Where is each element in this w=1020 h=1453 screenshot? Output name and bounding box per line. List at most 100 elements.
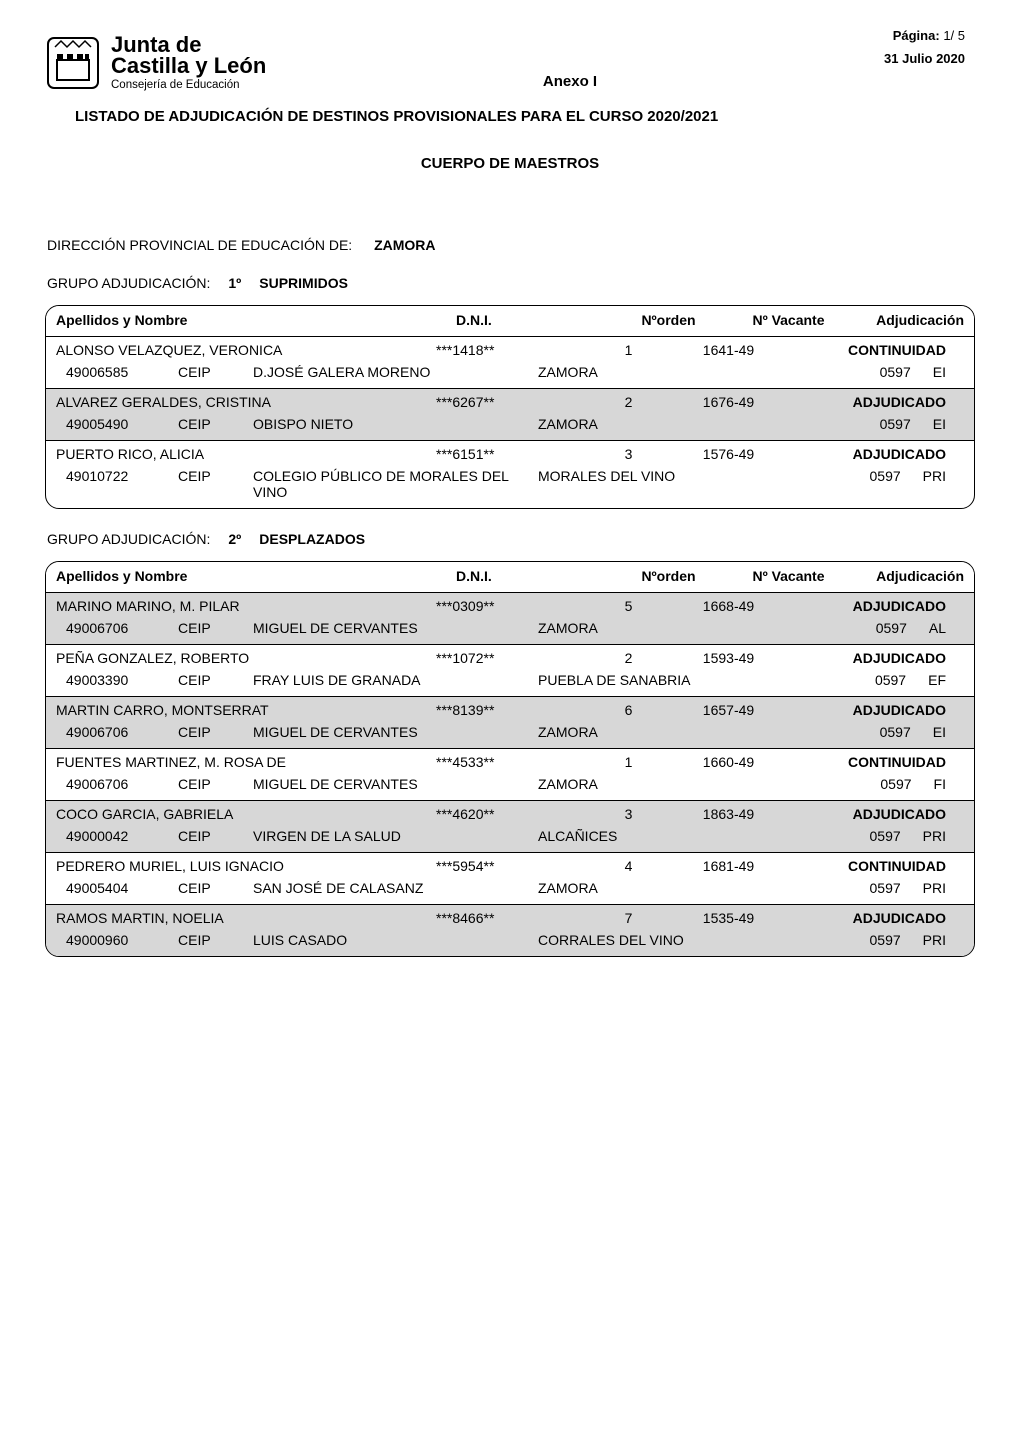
person-adj: ADJUDICADO [786,806,964,822]
person-adj: ADJUDICADO [786,394,964,410]
person-summary-row: MARTIN CARRO, MONTSERRAT***8139**61657-4… [46,697,974,720]
center-codes: 0597AL [778,620,964,636]
center-town: PUEBLA DE SANABRIA [538,672,778,688]
code1: 0597 [870,468,901,484]
center-name: SAN JOSÉ DE CALASANZ [253,880,538,896]
col-name: Apellidos y Nombre [46,306,446,336]
grupo-num: 1º [228,275,241,291]
code2: PRI [923,932,946,948]
center-type: CEIP [178,880,253,896]
code2: PRI [923,828,946,844]
center-code: 49006706 [56,620,178,636]
table-header: Apellidos y NombreD.N.I.NºordenNº Vacant… [46,306,974,337]
col-vacante: Nº Vacante [721,562,856,592]
center-type: CEIP [178,672,253,688]
table-row: COCO GARCIA, GABRIELA***4620**31863-49AD… [46,801,974,853]
table-row: FUENTES MARTINEZ, M. ROSA DE***4533**116… [46,749,974,801]
center-name: OBISPO NIETO [253,416,538,432]
person-center-row: 49006706CEIPMIGUEL DE CERVANTESZAMORA059… [46,616,974,644]
center-town: ZAMORA [538,416,778,432]
person-orden: 4 [586,858,671,874]
person-dni: ***1072** [436,650,586,666]
page-meta: Página: 1/ 5 31 Julio 2020 [884,28,965,66]
center-code: 49005490 [56,416,178,432]
center-code: 49006585 [56,364,178,380]
center-town: MORALES DEL VINO [538,468,778,484]
person-vacante: 1863-49 [671,806,786,822]
center-codes: 0597EF [778,672,964,688]
person-name: ALVAREZ GERALDES, CRISTINA [56,394,436,410]
person-vacante: 1660-49 [671,754,786,770]
person-orden: 2 [586,650,671,666]
person-name: ALONSO VELAZQUEZ, VERONICA [56,342,436,358]
person-center-row: 49000042CEIPVIRGEN DE LA SALUDALCAÑICES0… [46,824,974,852]
grupo-name: SUPRIMIDOS [259,275,348,291]
listado-title: LISTADO DE ADJUDICACIÓN DE DESTINOS PROV… [75,108,975,125]
person-summary-row: ALVAREZ GERALDES, CRISTINA***6267**21676… [46,389,974,412]
person-summary-row: RAMOS MARTIN, NOELIA***8466**71535-49ADJ… [46,905,974,928]
page: Página: 1/ 5 31 Julio 2020 Junta de Cast… [0,0,1020,1453]
code2: EI [933,364,946,380]
grupo-name: DESPLAZADOS [259,531,365,547]
person-vacante: 1641-49 [671,342,786,358]
center-code: 49000042 [56,828,178,844]
center-name: MIGUEL DE CERVANTES [253,776,538,792]
center-code: 49010722 [56,468,178,484]
code1: 0597 [870,880,901,896]
code2: AL [929,620,946,636]
col-name: Apellidos y Nombre [46,562,446,592]
col-vacante: Nº Vacante [721,306,856,336]
page-number: Página: 1/ 5 [884,28,965,43]
table-row: MARTIN CARRO, MONTSERRAT***8139**61657-4… [46,697,974,749]
table-row: ALONSO VELAZQUEZ, VERONICA***1418**11641… [46,337,974,389]
center-type: CEIP [178,620,253,636]
center-town: ALCAÑICES [538,828,778,844]
person-center-row: 49000960CEIPLUIS CASADOCORRALES DEL VINO… [46,928,974,956]
person-dni: ***6267** [436,394,586,410]
center-name: D.JOSÉ GALERA MORENO [253,364,538,380]
grupo-label: GRUPO ADJUDICACIÓN: [47,531,210,547]
center-name: VIRGEN DE LA SALUD [253,828,538,844]
center-codes: 0597FI [778,776,964,792]
center-town: ZAMORA [538,776,778,792]
code1: 0597 [880,364,911,380]
direccion-value: ZAMORA [374,237,435,253]
center-codes: 0597PRI [778,880,964,896]
org-text: Junta de Castilla y León Consejería de E… [111,35,266,91]
center-name: FRAY LUIS DE GRANADA [253,672,538,688]
person-vacante: 1676-49 [671,394,786,410]
person-vacante: 1593-49 [671,650,786,666]
center-code: 49006706 [56,724,178,740]
person-center-row: 49003390CEIPFRAY LUIS DE GRANADAPUEBLA D… [46,668,974,696]
code2: EI [933,416,946,432]
table-row: PUERTO RICO, ALICIA***6151**31576-49ADJU… [46,441,974,508]
person-vacante: 1576-49 [671,446,786,462]
col-orden: Nºorden [616,306,721,336]
person-dni: ***8139** [436,702,586,718]
code1: 0597 [875,672,906,688]
person-center-row: 49005404CEIPSAN JOSÉ DE CALASANZZAMORA05… [46,876,974,904]
group-table: Apellidos y NombreD.N.I.NºordenNº Vacant… [45,305,975,509]
code2: FI [934,776,946,792]
center-code: 49006706 [56,776,178,792]
col-adj: Adjudicación [856,306,974,336]
table-row: ALVAREZ GERALDES, CRISTINA***6267**21676… [46,389,974,441]
group-table: Apellidos y NombreD.N.I.NºordenNº Vacant… [45,561,975,957]
person-orden: 3 [586,806,671,822]
person-center-row: 49005490CEIPOBISPO NIETOZAMORA0597EI [46,412,974,440]
center-name: MIGUEL DE CERVANTES [253,620,538,636]
person-dni: ***8466** [436,910,586,926]
code1: 0597 [870,932,901,948]
col-dni: D.N.I. [446,562,616,592]
person-orden: 5 [586,598,671,614]
person-name: COCO GARCIA, GABRIELA [56,806,436,822]
page-number-value: 1/ 5 [943,28,965,43]
person-vacante: 1668-49 [671,598,786,614]
person-orden: 6 [586,702,671,718]
center-type: CEIP [178,828,253,844]
person-summary-row: FUENTES MARTINEZ, M. ROSA DE***4533**116… [46,749,974,772]
person-vacante: 1657-49 [671,702,786,718]
grupo-num: 2º [228,531,241,547]
person-name: RAMOS MARTIN, NOELIA [56,910,436,926]
code1: 0597 [880,416,911,432]
